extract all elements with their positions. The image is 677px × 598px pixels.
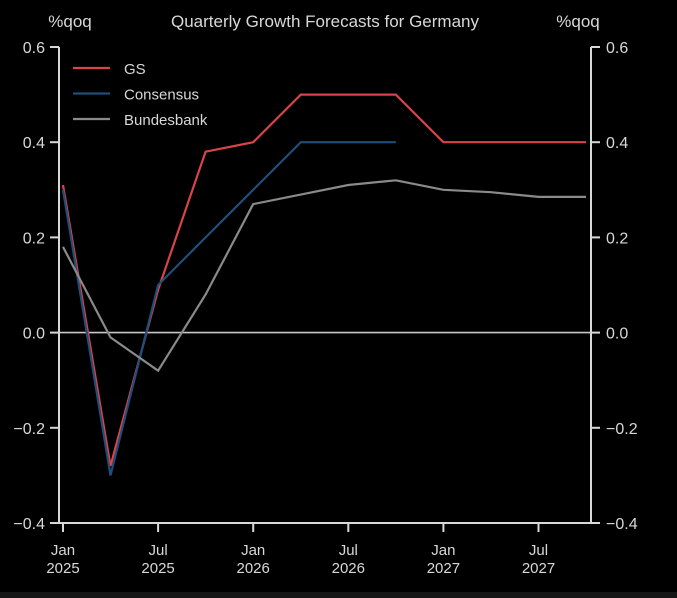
x-tick-label-year: 2026 — [332, 560, 365, 577]
series-lines — [61, 93, 587, 476]
y-tick-label-right: −0.2 — [606, 421, 638, 438]
legend-label-gs: GS — [124, 61, 146, 78]
x-tick-label-month: Jul — [339, 542, 358, 559]
series-line-consensus — [61, 141, 396, 476]
x-tick-label-year: 2026 — [237, 560, 270, 577]
y-tick-label-left: 0.2 — [23, 230, 45, 247]
x-tick-label-year: 2025 — [46, 560, 79, 577]
series-line-bundesbank — [62, 179, 586, 373]
chart-title: Quarterly Growth Forecasts for Germany — [171, 12, 479, 31]
x-tick-label-month: Jan — [431, 542, 455, 559]
y-tick-label-left: 0.0 — [23, 326, 45, 343]
legend-label-consensus: Consensus — [124, 87, 199, 104]
y-tick-label-right: 0.0 — [606, 326, 628, 343]
x-tick-label-year: 2027 — [522, 560, 555, 577]
legend-label-bundesbank: Bundesbank — [124, 112, 208, 129]
series-line-gs — [61, 93, 586, 467]
y-axis-label-right: %qoq — [556, 12, 599, 31]
legend: GS Consensus Bundesbank — [73, 61, 208, 129]
axes: −0.4 −0.4 −0.2 −0.2 0.0 0.0 0.2 0.2 0.4 0.4 0.6 0.6… — [13, 40, 637, 577]
x-tick-label-month: Jan — [51, 542, 75, 559]
y-axis-label-left: %qoq — [48, 12, 91, 31]
y-tick-label-right: −0.4 — [606, 516, 638, 533]
x-tick-label-year: 2027 — [427, 560, 460, 577]
y-tick-label-left: 0.6 — [23, 40, 45, 57]
y-tick-label-left: −0.2 — [13, 421, 45, 438]
x-tick-label-year: 2025 — [141, 560, 174, 577]
x-tick-label-month: Jul — [149, 542, 168, 559]
y-tick-label-right: 0.6 — [606, 40, 628, 57]
bottom-strip — [0, 592, 677, 598]
y-tick-label-right: 0.4 — [606, 135, 628, 152]
x-tick-label-month: Jul — [529, 542, 548, 559]
y-tick-label-left: 0.4 — [23, 135, 45, 152]
y-tick-label-left: −0.4 — [13, 516, 45, 533]
y-tick-label-right: 0.2 — [606, 230, 628, 247]
x-tick-label-month: Jan — [241, 542, 265, 559]
